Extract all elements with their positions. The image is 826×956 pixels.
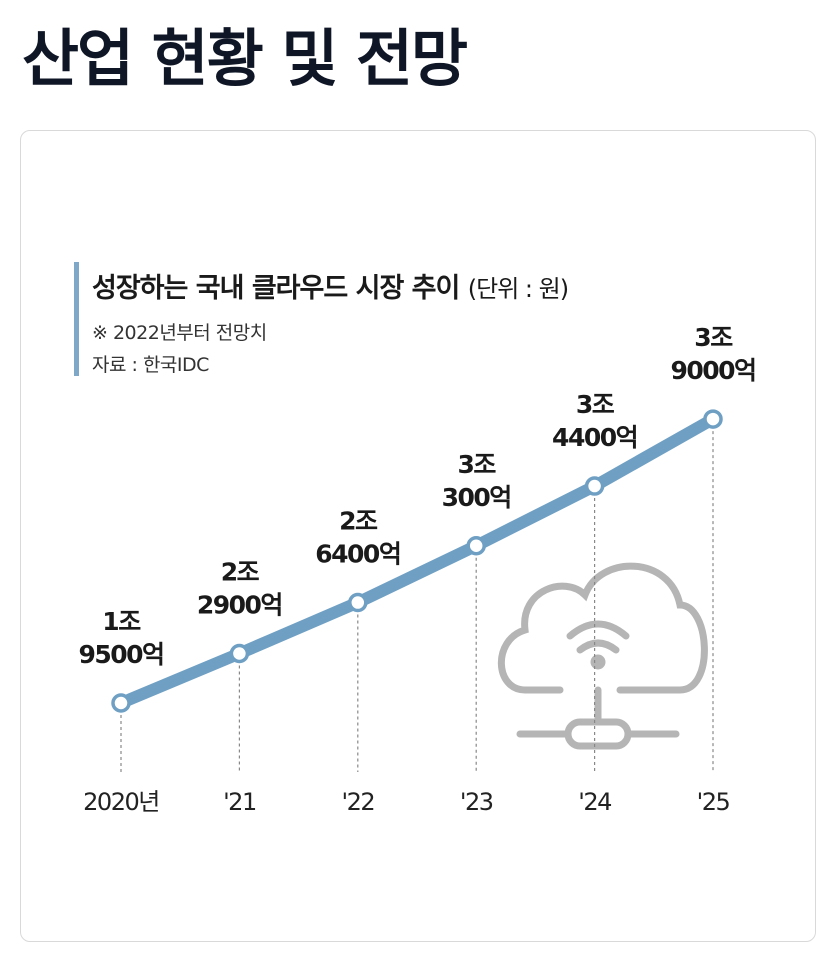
data-label: 3조 [694, 323, 733, 352]
chart-title: 성장하는 국내 클라우드 시장 추이 (단위 : 원) [92, 266, 569, 305]
data-label: 2조 [221, 557, 260, 586]
x-tick-label: '22 [341, 788, 374, 816]
page-title: 산업 현황 및 전망 [22, 22, 468, 95]
data-point [111, 693, 131, 713]
x-tick-label: 2020년 [83, 788, 159, 816]
data-label: 4400억 [552, 423, 637, 452]
chart-title-text: 성장하는 국내 클라우드 시장 추이 [92, 273, 460, 304]
data-point [348, 592, 368, 613]
data-label: 300억 [442, 483, 511, 512]
data-label: 9500억 [78, 640, 163, 669]
x-tick-label: '23 [460, 788, 493, 816]
x-tick-label: '21 [223, 788, 256, 816]
cloud-network-icon [497, 562, 708, 750]
chart-card [20, 130, 816, 942]
series-line [118, 413, 716, 709]
data-label: 3조 [457, 450, 496, 479]
title-accent-bar [74, 262, 79, 376]
x-tick-label: '24 [578, 788, 611, 816]
data-label: 1조 [102, 607, 141, 636]
data-point [584, 476, 605, 496]
data-label: 9000억 [670, 356, 755, 385]
chart-unit: (단위 : 원) [467, 275, 569, 303]
data-point [229, 643, 250, 664]
x-tick-label: '25 [697, 788, 730, 816]
data-label: 6400억 [315, 540, 400, 569]
data-label: 3조 [576, 390, 615, 419]
chart-source: 자료 : 한국IDC [92, 354, 209, 376]
data-label: 2조 [339, 507, 378, 536]
chart-note: ※ 2022년부터 전망치 [92, 322, 267, 344]
data-point [466, 536, 486, 556]
data-label: 2900억 [197, 590, 282, 619]
data-point [703, 409, 723, 429]
